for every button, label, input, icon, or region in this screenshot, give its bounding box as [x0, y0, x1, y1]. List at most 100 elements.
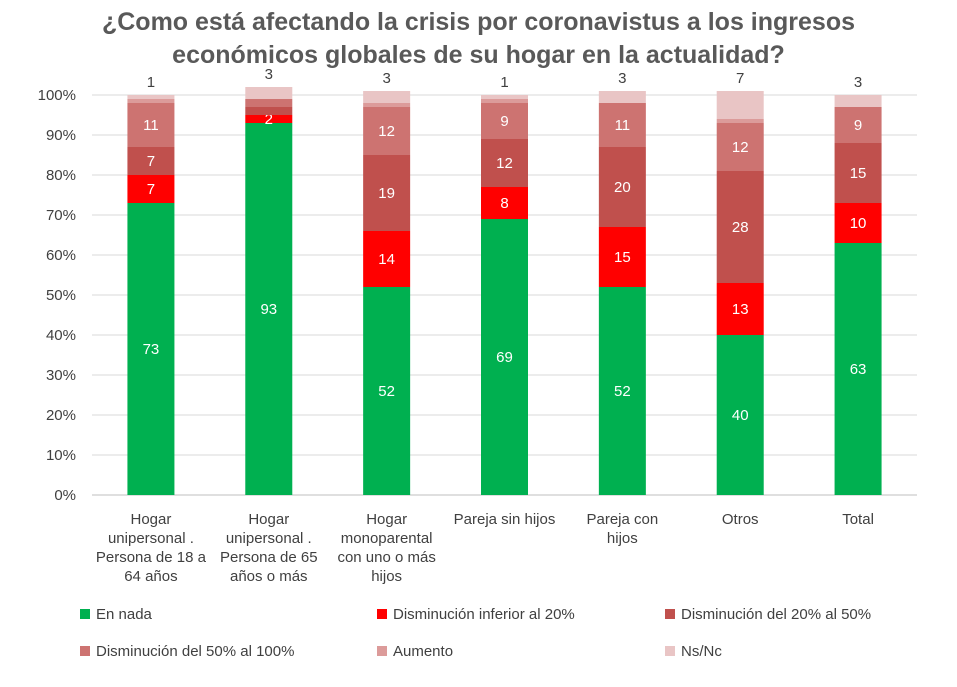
x-tick-label: Pareja con	[586, 511, 658, 528]
data-label: 12	[496, 155, 513, 172]
data-label: 20	[614, 179, 631, 196]
data-label: 7	[147, 181, 155, 198]
stacked-bar-chart: 0%10%20%30%40%50%60%70%80%90%100%7377111…	[38, 66, 917, 585]
bar-segment	[363, 155, 411, 231]
bar-segment	[481, 95, 528, 99]
legend-swatch	[665, 646, 675, 656]
y-tick-label: 0%	[54, 487, 76, 504]
data-label: 15	[850, 165, 867, 182]
legend-item: Ns/Nc	[665, 643, 722, 660]
legend-item: Disminución del 50% al 100%	[80, 643, 294, 660]
bar-segment	[363, 287, 411, 495]
x-tick-label: monoparental	[341, 530, 433, 547]
data-label: 1	[500, 74, 508, 91]
bar-segment	[127, 147, 175, 175]
x-tick-label: Hogar	[248, 511, 289, 528]
x-tick-label: años o más	[230, 568, 308, 585]
x-tick-label: Pareja sin hijos	[454, 511, 556, 528]
legend-label: Disminución del 20% al 50%	[681, 606, 872, 623]
bar-segment	[127, 175, 175, 203]
bar-segment	[598, 227, 646, 287]
data-label: 40	[732, 407, 749, 424]
data-label: 63	[850, 361, 867, 378]
data-label: 19	[378, 185, 395, 202]
data-label: 93	[260, 301, 277, 318]
data-label: 15	[614, 249, 631, 266]
bar-segment	[716, 123, 764, 171]
chart-title-line-1: ¿Como está afectando la crisis por coron…	[101, 8, 855, 36]
bar-segment	[598, 147, 646, 227]
x-tick-label: Persona de 18 a	[96, 549, 207, 566]
bar-segment	[834, 107, 882, 143]
x-tick-label: Total	[842, 511, 874, 528]
data-label: 9	[854, 117, 862, 134]
data-label: 52	[378, 383, 395, 400]
bar-segment	[127, 95, 175, 99]
bar-segment	[598, 103, 646, 147]
x-tick-label: 64 años	[124, 568, 177, 585]
bar-segment	[127, 103, 175, 147]
bar-segment	[127, 203, 175, 495]
y-tick-label: 40%	[46, 327, 76, 344]
bar-segment	[716, 171, 764, 283]
x-tick-label: Hogar	[366, 511, 407, 528]
bar-segment	[245, 123, 293, 495]
bar-segment	[363, 107, 411, 155]
data-label: 11	[143, 117, 159, 134]
bar-segment	[127, 99, 175, 103]
bar-segment	[245, 107, 293, 115]
legend-swatch	[377, 609, 387, 619]
x-tick-label: hijos	[607, 530, 638, 547]
bar-segment	[598, 287, 646, 495]
data-label: 7	[736, 70, 744, 87]
bar-segment	[481, 99, 528, 103]
legend-swatch	[80, 609, 90, 619]
legend-item: Disminución inferior al 20%	[377, 606, 575, 623]
bar-segment	[834, 143, 882, 203]
data-label: 73	[143, 341, 160, 358]
y-tick-label: 70%	[46, 207, 76, 224]
data-label: 10	[850, 215, 867, 232]
bar-segment	[598, 91, 646, 103]
y-tick-label: 50%	[46, 287, 76, 304]
x-tick-label: Otros	[722, 511, 759, 528]
data-label: 69	[496, 349, 513, 366]
legend-item: En nada	[80, 606, 152, 623]
legend-swatch	[377, 646, 387, 656]
x-tick-label: con uno o más	[337, 549, 435, 566]
chart-title: ¿Como está afectando la crisis por coron…	[0, 6, 957, 72]
legend-item: Disminución del 20% al 50%	[665, 606, 871, 623]
bar-segment	[481, 103, 528, 139]
data-label: 7	[147, 153, 155, 170]
legend-label: Disminución inferior al 20%	[393, 606, 575, 623]
legend-swatch	[80, 646, 90, 656]
x-tick-label: unipersonal .	[226, 530, 312, 547]
data-label: 9	[500, 113, 508, 130]
y-tick-label: 100%	[38, 87, 76, 104]
y-tick-label: 20%	[46, 407, 76, 424]
chart-title-line-2: económicos globales de su hogar en la ac…	[172, 41, 785, 69]
x-tick-label: Hogar	[130, 511, 171, 528]
x-tick-label: unipersonal .	[108, 530, 194, 547]
bar-segment	[716, 283, 764, 335]
data-label: 28	[732, 219, 749, 236]
bar-segment	[481, 187, 528, 219]
data-label: 3	[265, 66, 273, 83]
data-label: 8	[500, 195, 508, 212]
bar-segment	[245, 87, 293, 99]
bar-segment	[245, 99, 293, 107]
bar-segment	[481, 219, 528, 495]
bar-segment	[834, 95, 882, 107]
legend-label: Disminución del 50% al 100%	[96, 643, 295, 660]
data-label: 52	[614, 383, 631, 400]
bar-segment	[363, 103, 411, 107]
bar-segment	[834, 243, 882, 495]
y-tick-label: 90%	[46, 127, 76, 144]
y-tick-label: 60%	[46, 247, 76, 264]
y-tick-label: 10%	[46, 447, 76, 464]
data-label: 12	[378, 123, 395, 140]
data-label: 1	[147, 74, 155, 91]
data-label: 3	[618, 70, 626, 87]
data-label: 3	[382, 70, 390, 87]
legend-label: Aumento	[393, 643, 454, 660]
